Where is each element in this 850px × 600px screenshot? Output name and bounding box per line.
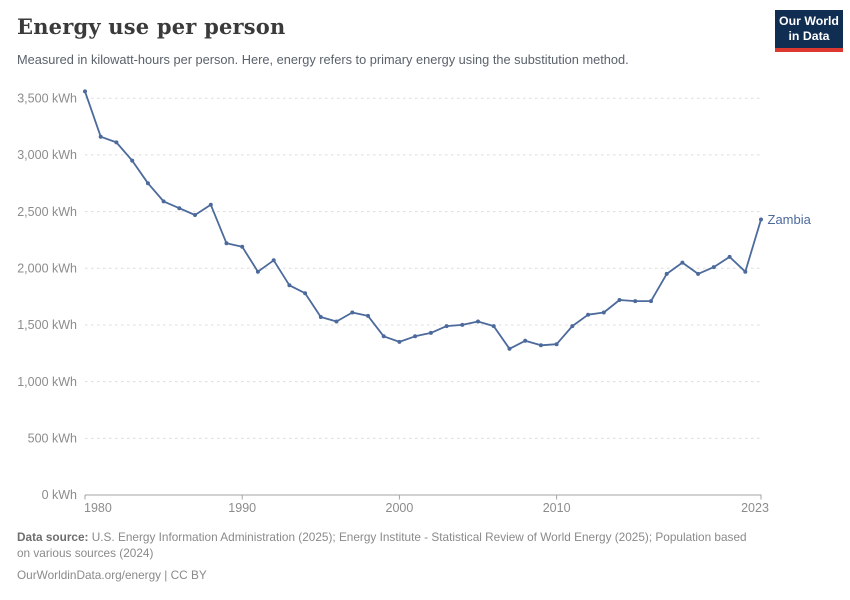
data-point[interactable] <box>711 265 716 270</box>
logo-text-line1: Our World <box>779 14 839 28</box>
data-point[interactable] <box>208 202 213 207</box>
data-point[interactable] <box>696 271 701 276</box>
data-point[interactable] <box>318 315 323 319</box>
data-point[interactable] <box>570 324 575 329</box>
data-point[interactable] <box>83 89 87 94</box>
data-point[interactable] <box>633 299 638 304</box>
data-point[interactable] <box>586 312 591 317</box>
data-point[interactable] <box>397 339 402 344</box>
data-point[interactable] <box>680 260 685 265</box>
logo-red-bar <box>775 48 843 52</box>
y-tick-label: 2,500 kWh <box>17 205 77 219</box>
data-point[interactable] <box>428 330 433 335</box>
data-point[interactable] <box>444 324 449 329</box>
data-point[interactable] <box>538 343 543 348</box>
data-point[interactable] <box>366 313 370 318</box>
y-tick-label: 500 kWh <box>28 432 77 446</box>
x-tick-label: 2000 <box>386 501 414 515</box>
y-axis-labels: 0 kWh 500 kWh 1,000 kWh 1,500 kWh 2,000 kWh 2… <box>17 91 77 502</box>
data-point[interactable] <box>161 199 166 204</box>
data-point[interactable] <box>130 158 135 163</box>
data-point[interactable] <box>649 299 653 304</box>
chart-subtitle: Measured in kilowatt-hours per person. H… <box>17 52 629 67</box>
x-tick-label: 1980 <box>84 501 112 515</box>
data-source-line1: Data source: U.S. Energy Information Adm… <box>17 529 832 545</box>
y-tick-label: 2,000 kWh <box>17 261 77 275</box>
y-tick-label: 3,500 kWh <box>17 91 77 105</box>
data-source-line2: on various sources (2024) <box>17 546 154 560</box>
data-point[interactable] <box>759 217 763 222</box>
data-point[interactable] <box>145 181 150 186</box>
x-tick-label: 2023 <box>741 501 769 515</box>
owid-logo-box: Our World in Data <box>775 10 843 48</box>
data-point[interactable] <box>240 244 245 249</box>
license-line: OurWorldinData.org/energy | CC BY <box>17 568 207 582</box>
data-point[interactable] <box>224 241 229 246</box>
data-source-text: U.S. Energy Information Administration (… <box>88 530 747 544</box>
data-point[interactable] <box>350 310 355 315</box>
data-point[interactable] <box>303 291 308 296</box>
series-label-zambia[interactable]: Zambia <box>768 212 812 227</box>
data-point[interactable] <box>523 338 528 343</box>
data-point[interactable] <box>743 269 748 274</box>
y-tick-label: 1,000 kWh <box>17 375 77 389</box>
data-point[interactable] <box>114 140 119 145</box>
data-point[interactable] <box>727 254 732 259</box>
data-point[interactable] <box>617 298 622 302</box>
data-point[interactable] <box>664 271 669 276</box>
line-chart[interactable]: 0 kWh 500 kWh 1,000 kWh 1,500 kWh 2,000 kWh 2… <box>0 0 850 525</box>
gridlines <box>85 97 763 439</box>
data-point[interactable] <box>98 134 103 139</box>
data-point[interactable] <box>554 342 559 347</box>
data-point[interactable] <box>413 334 418 339</box>
data-point[interactable] <box>507 346 512 351</box>
data-source-label: Data source: <box>17 530 89 544</box>
x-tick-label: 1990 <box>228 501 256 515</box>
data-point[interactable] <box>177 206 182 211</box>
data-point[interactable] <box>334 319 339 324</box>
chart-footer: Data source: U.S. Energy Information Adm… <box>17 529 832 583</box>
data-point[interactable] <box>491 324 496 329</box>
data-point[interactable] <box>271 258 276 263</box>
y-tick-label: 1,500 kWh <box>17 318 77 332</box>
data-point[interactable] <box>255 269 260 274</box>
data-point[interactable] <box>287 283 292 288</box>
page-title: Energy use per person <box>17 14 286 39</box>
data-point[interactable] <box>193 213 197 217</box>
data-point[interactable] <box>381 334 386 339</box>
data-line-zambia[interactable] <box>84 90 762 350</box>
x-axis: 1980 1990 2000 2010 2023 <box>84 494 769 515</box>
y-tick-label: 3,000 kWh <box>17 148 77 162</box>
y-tick-label: 0 kWh <box>42 488 77 502</box>
logo-text-line2: in Data <box>788 28 830 43</box>
data-point[interactable] <box>476 319 480 324</box>
data-point[interactable] <box>460 322 465 327</box>
data-points[interactable] <box>83 89 763 351</box>
x-tick-label: 2010 <box>543 501 571 515</box>
data-point[interactable] <box>601 310 606 315</box>
owid-logo: Our World in Data <box>775 10 843 52</box>
